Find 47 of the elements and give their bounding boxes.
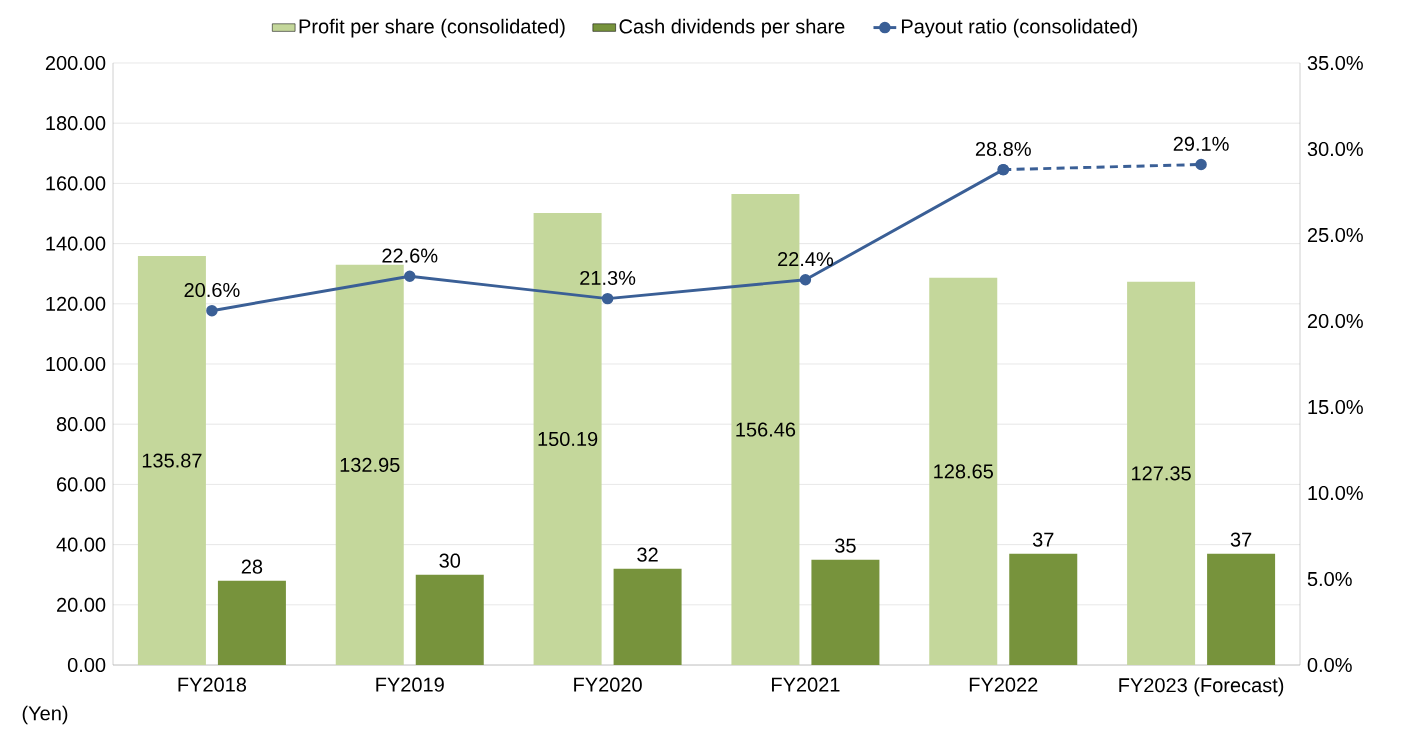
y-tick-label: 120.00 xyxy=(46,296,106,311)
data-label: 32 xyxy=(637,547,658,562)
y-tick-label: 200.00 xyxy=(45,55,106,71)
x-tick-label: FY2021 xyxy=(772,677,840,692)
y2-tick-label: 0.0% xyxy=(1307,657,1352,673)
y-tick-label: 80.00 xyxy=(56,417,106,432)
data-label: 135.87 xyxy=(142,453,202,468)
y2-tick-label: 20.0% xyxy=(1307,313,1363,329)
data-label: 22.6% xyxy=(382,248,438,263)
data-label: 28.8% xyxy=(975,141,1031,157)
data-label: 21.3% xyxy=(580,270,636,286)
y-tick-label: 20.00 xyxy=(57,597,106,612)
data-label: 156.46 xyxy=(736,422,796,437)
y2-tick-label: 5.0% xyxy=(1307,571,1352,587)
data-label: 22.4% xyxy=(778,252,834,267)
y2-tick-label: 25.0% xyxy=(1307,227,1363,243)
y-tick-label: 140.00 xyxy=(46,236,106,251)
data-label: 37 xyxy=(1032,532,1054,547)
y2-tick-label: 15.0% xyxy=(1308,399,1363,415)
y-tick-label: 40.00 xyxy=(56,537,106,552)
x-tick-label: FY2022 xyxy=(969,677,1038,692)
y-tick-label: 160.00 xyxy=(46,176,106,191)
y-tick-label: 100.00 xyxy=(46,356,106,372)
data-label: 29.1% xyxy=(1173,136,1229,151)
legend-label: Profit per share (consolidated) xyxy=(299,18,565,38)
x-tick-label: FY2023 (Forecast) xyxy=(1119,677,1284,697)
data-label: 128.65 xyxy=(934,464,993,479)
data-label: 37 xyxy=(1230,532,1252,547)
y2-tick-label: 10.0% xyxy=(1308,485,1363,501)
legend-label: Cash dividends per share xyxy=(619,18,845,38)
data-label: 28 xyxy=(241,559,263,574)
x-tick-label: FY2018 xyxy=(178,677,247,692)
y-tick-label: 180.00 xyxy=(46,116,106,131)
data-label: 127.35 xyxy=(1132,466,1191,481)
data-label: 132.95 xyxy=(340,457,400,472)
data-label: 150.19 xyxy=(538,431,598,447)
y2-tick-label: 35.0% xyxy=(1307,55,1363,71)
y2-tick-label: 30.0% xyxy=(1307,141,1363,157)
legend-label: Payout ratio (consolidated) xyxy=(902,18,1137,38)
x-tick-label: FY2020 xyxy=(574,677,642,692)
data-label: 20.6% xyxy=(184,282,240,298)
y-axis-title: (Yen) xyxy=(22,705,68,725)
data-label: 35 xyxy=(835,538,856,553)
data-label: 30 xyxy=(439,553,461,568)
x-tick-label: FY2019 xyxy=(376,677,444,692)
y-tick-label: 0.00 xyxy=(67,657,106,673)
y-tick-label: 60.00 xyxy=(57,477,106,492)
